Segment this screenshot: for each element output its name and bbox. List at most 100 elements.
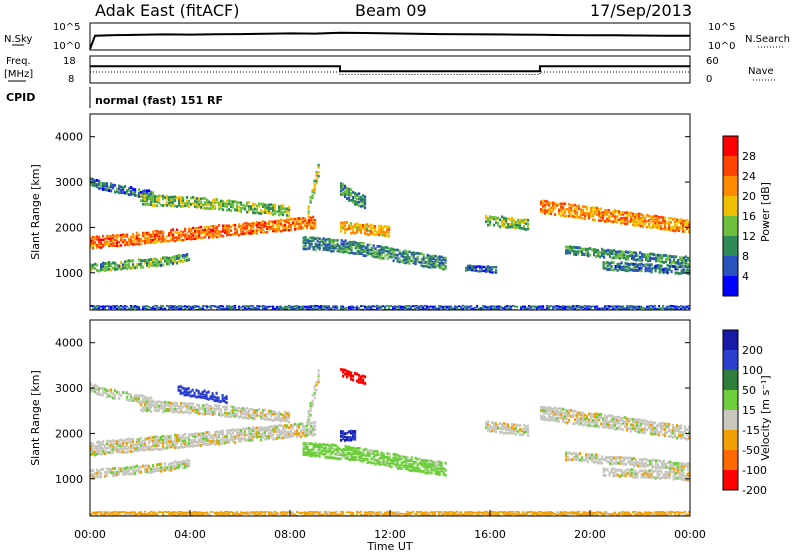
xtick-label-5: 20:00 — [574, 528, 606, 541]
power-colorbar-swatch-1 — [723, 256, 738, 276]
vel-data-band-2 — [90, 382, 155, 407]
vel-swatch-1 — [723, 350, 738, 370]
velocity-ylabel: Slant Range [km] — [29, 370, 42, 466]
power-colorbar-tick-6: 28 — [742, 150, 756, 163]
power-data-band-3 — [140, 193, 291, 218]
power-data-band-11 — [565, 245, 690, 267]
noise-series-1 — [89, 32, 690, 50]
freq-left-tick-bottom: 8 — [68, 74, 74, 85]
power-data-band-12 — [602, 261, 690, 276]
power-data-band-8 — [465, 264, 498, 274]
xtick-label-2: 08:00 — [274, 528, 306, 541]
power-colorbar-tick-3: 16 — [742, 210, 756, 223]
vel-swatch-4 — [723, 410, 738, 430]
power-colorbar-swatch-6 — [723, 156, 738, 176]
vel-data-band-11 — [565, 451, 690, 473]
date-label: 17/Sep/2013 — [590, 1, 692, 20]
power-data-band-7 — [302, 236, 447, 271]
power-data-band-4 — [307, 163, 320, 216]
vel-data-band-3 — [177, 385, 228, 405]
power-colorbar-swatch-0 — [723, 276, 738, 296]
power-colorbar-swatch-7 — [723, 136, 738, 156]
nave-label: Nave — [748, 66, 774, 77]
power-colorbar-swatch-4 — [723, 196, 738, 216]
noise-sky-label: N.Sky — [4, 34, 32, 45]
xaxis-label: Time UT — [366, 540, 412, 553]
ytick-label-3: 4000 — [55, 131, 83, 144]
power-colorbar-tick-2: 12 — [742, 230, 756, 243]
vel-tick-4: -15 — [742, 424, 760, 437]
noise-left-tick-top: 10^5 — [53, 22, 80, 33]
station-title: Adak East (fitACF) — [95, 1, 239, 20]
vel-tick-2: 50 — [742, 384, 756, 397]
freq-series-0 — [90, 65, 690, 73]
xtick-label-0: 00:00 — [74, 528, 106, 541]
power-data-band-10 — [540, 199, 690, 234]
power-ylabel: Slant Range [km] — [29, 164, 42, 260]
power-data-band-6 — [340, 221, 391, 238]
noise-panel-frame — [89, 22, 691, 51]
frequency-panel: Freq. [MHz] 18 8 60 0 Nave — [4, 55, 775, 85]
vel-swatch-6 — [723, 450, 738, 470]
noise-search-label: N.Search — [745, 34, 790, 45]
vel-swatch-0 — [723, 330, 738, 350]
vel-data-band-10 — [540, 405, 690, 441]
xtick-label-6: 00:00 — [674, 528, 706, 541]
ytick-label-0: 1000 — [55, 267, 83, 280]
power-data-band-13 — [90, 304, 690, 310]
cpid-text: normal (fast) 151 RF — [95, 94, 223, 107]
xtick-label-3: 12:00 — [374, 528, 406, 541]
vel-tick-7: -200 — [742, 484, 767, 497]
power-colorbar-swatch-5 — [723, 176, 738, 196]
velocity-colorbar-label: Velocity [m s⁻¹] — [759, 375, 772, 460]
xtick-label-4: 16:00 — [474, 528, 506, 541]
beam-label: Beam 09 — [355, 1, 427, 20]
ytick-label-2: 3000 — [55, 176, 83, 189]
vel-swatch-5 — [723, 430, 738, 450]
power-data-band-0 — [90, 215, 317, 250]
freq-unit-label: [MHz] — [4, 69, 33, 80]
xtick-label-1: 04:00 — [174, 528, 206, 541]
ytick-label-0: 1000 — [55, 473, 83, 486]
vel-tick-3: 15 — [742, 404, 756, 417]
ytick-label-2: 3000 — [55, 382, 83, 395]
power-panel-frame — [89, 113, 691, 311]
power-colorbar-swatch-3 — [723, 216, 738, 236]
vel-tick-0: 200 — [742, 344, 763, 357]
power-colorbar-label: Power [dB] — [759, 182, 772, 242]
freq-right-tick-bottom: 0 — [706, 74, 712, 85]
cpid-row: CPID normal (fast) 151 RF — [6, 87, 223, 108]
freq-left-tick-top: 18 — [63, 56, 76, 67]
noise-left-tick-bottom: 10^0 — [53, 41, 80, 52]
power-data-band-1 — [90, 253, 191, 273]
vel-data-band-1 — [90, 458, 191, 479]
power-colorbar-tick-0: 4 — [742, 270, 749, 283]
vel-tick-5: -50 — [742, 444, 760, 457]
ytick-label-3: 4000 — [55, 337, 83, 350]
power-colorbar-swatch-2 — [723, 236, 738, 256]
power-colorbar-tick-5: 24 — [742, 170, 756, 183]
power-panel: 1000 2000 3000 4000 Slant Range [km] 4 8 12 16… — [29, 113, 772, 311]
vel-data-band-5 — [307, 369, 320, 425]
ytick-label-1: 2000 — [55, 221, 83, 234]
vel-data-band-4 — [140, 399, 291, 424]
vel-tick-6: -100 — [742, 464, 767, 477]
power-data-band-5 — [340, 182, 367, 210]
power-data-band-9 — [485, 214, 530, 231]
vel-data-band-6 — [340, 368, 367, 385]
power-colorbar-tick-4: 20 — [742, 190, 756, 203]
freq-label: Freq. — [6, 56, 31, 67]
vel-data-band-8 — [340, 429, 357, 442]
noise-series-0 — [89, 31, 690, 50]
vel-swatch-2 — [723, 370, 738, 390]
vel-data-band-12 — [602, 467, 690, 482]
vel-data-band-9 — [485, 420, 530, 437]
cpid-label: CPID — [6, 91, 35, 104]
power-colorbar-frame — [722, 135, 739, 297]
noise-panel: N.Sky 10^5 10^0 10^5 10^0 N.Search — [4, 22, 790, 52]
vel-data-band-13 — [90, 510, 690, 516]
freq-right-tick-top: 60 — [706, 56, 719, 67]
noise-right-tick-bottom: 10^0 — [708, 41, 735, 52]
vel-data-band-0 — [90, 420, 317, 457]
